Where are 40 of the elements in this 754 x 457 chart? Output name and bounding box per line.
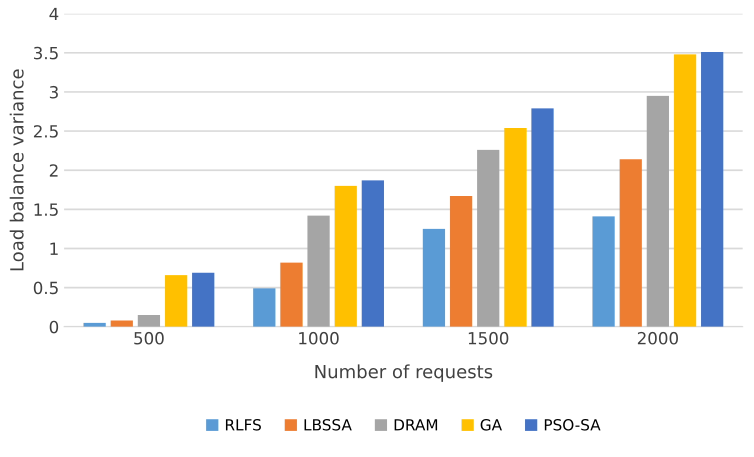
legend-label: PSO-SA: [544, 419, 601, 431]
bar: [110, 320, 133, 327]
bar: [334, 186, 357, 327]
y-axis-title: Load balance variance: [10, 69, 24, 270]
y-tick-label: 0.5: [34, 282, 58, 294]
x-axis-title: Number of requests: [315, 364, 492, 382]
bar: [674, 54, 696, 327]
y-tick-label: 3.5: [34, 46, 58, 60]
bar: [362, 180, 384, 327]
x-tick-label: 1500: [468, 332, 508, 345]
y-tick-label: 0: [50, 320, 58, 334]
bar: [701, 52, 724, 327]
bar: [307, 216, 330, 327]
legend-label: GA: [480, 419, 502, 431]
bar: [504, 128, 526, 327]
legend-label: DRAM: [394, 419, 438, 430]
bar: [450, 196, 472, 327]
y-tick-label: 2.5: [34, 125, 58, 138]
y-tick-label: 4: [49, 8, 58, 20]
bar: [592, 216, 615, 327]
bar: [422, 228, 446, 327]
y-tick-label: 1: [50, 242, 58, 255]
bar: [192, 272, 214, 327]
x-tick-label: 2000: [638, 332, 678, 345]
legend-label: LBSSA: [304, 419, 352, 431]
y-tick-label: 1.5: [34, 204, 58, 216]
y-tick-label: 2: [50, 164, 58, 177]
bar: [280, 262, 303, 327]
bar: [253, 288, 276, 327]
legend-label: RLFS: [226, 419, 261, 431]
bar: [138, 315, 160, 327]
y-tick-label: 3: [50, 86, 58, 99]
bar: [646, 96, 669, 327]
x-tick-label: 1000: [299, 332, 339, 345]
bar: [164, 275, 188, 327]
bar: [531, 108, 554, 327]
x-tick-label: 500: [134, 332, 164, 345]
bar: [477, 150, 500, 327]
bar: [84, 322, 106, 327]
bar: [620, 159, 642, 327]
